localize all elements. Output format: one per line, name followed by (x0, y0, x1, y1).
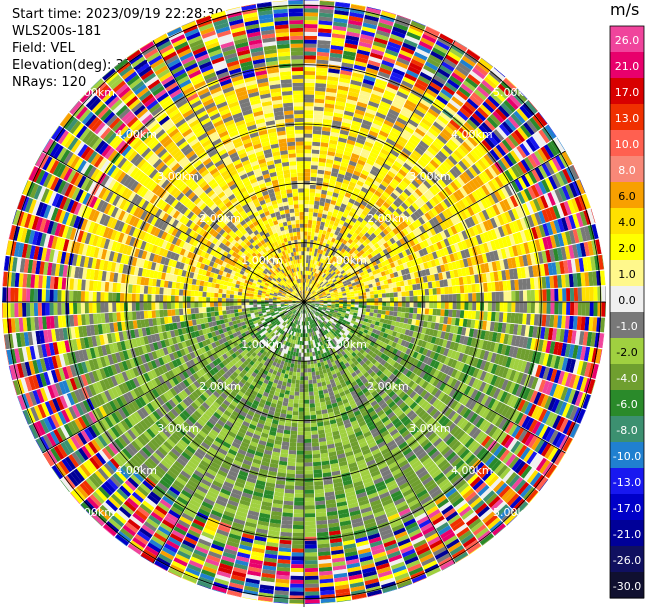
colorbar-swatch (610, 26, 644, 53)
nrays: NRays: 120 (12, 75, 87, 90)
colorbar-tick-label: 13.0 (615, 112, 640, 125)
range-ring-label: 2.00km (367, 380, 409, 393)
range-ring-5 (6, 4, 602, 600)
colorbar-swatch (610, 546, 644, 573)
colorbar-swatch (610, 260, 644, 287)
colorbar-swatch (610, 78, 644, 105)
colorbar-tick-label: -17.0 (613, 502, 641, 515)
range-ring-label: 5.00km (73, 86, 115, 99)
colorbar-swatch (610, 286, 644, 313)
range-ring-label: 1.00km (325, 254, 367, 267)
range-ring-label: 4.00km (451, 128, 493, 141)
range-ring-label: 2.00km (199, 212, 241, 225)
colorbar-swatch (610, 156, 644, 183)
range-ring-3 (125, 123, 483, 481)
range-ring-label: 1.00km (241, 254, 283, 267)
colorbar-tick-label: -10.0 (613, 450, 641, 463)
range-ring-2 (184, 182, 424, 422)
range-ring-1 (244, 242, 364, 362)
velocity-gates (2, 0, 606, 604)
azimuth-spokes (2, 0, 606, 607)
colorbar-swatch (610, 416, 644, 443)
range-ring-label: 3.00km (409, 170, 451, 183)
colorbar-tick-label: 1.0 (618, 268, 636, 281)
colorbar-tick-label: 26.0 (615, 34, 640, 47)
colorbar-tick-label: -4.0 (616, 372, 637, 385)
colorbar-swatch (610, 182, 644, 209)
range-ring-labels: 1.00km 1.00km 1.00km 1.00km 2.00km 2.00km 2.00… (73, 86, 534, 519)
colorbar-tick-label: -30.0 (613, 580, 641, 593)
range-ring-label: 3.00km (409, 422, 451, 435)
field-name: Field: VEL (12, 41, 75, 56)
colorbar-swatch (610, 390, 644, 417)
colorbar-swatch (610, 208, 644, 235)
range-ring-label: 1.00km (241, 338, 283, 351)
colorbar-tick-label: 4.0 (618, 216, 636, 229)
range-ring-label: 1.00km (325, 338, 367, 351)
colorbar-tick-label: 10.0 (615, 138, 640, 151)
colorbar-swatch (610, 468, 644, 495)
range-ring-label: 4.00km (115, 464, 157, 477)
colorbar-swatch (610, 130, 644, 157)
colorbar-tick-label: 21.0 (615, 60, 640, 73)
range-ring-label: 5.00km (493, 506, 535, 519)
colorbar-unit: m/s (610, 0, 640, 19)
colorbar-tick-label: -1.0 (616, 320, 637, 333)
colorbar-tick-label: 2.0 (618, 242, 636, 255)
colorbar-swatch (610, 364, 644, 391)
colorbar-tick-label: 0.0 (618, 294, 636, 307)
range-ring-label: 5.00km (493, 86, 535, 99)
colorbar-swatch (610, 338, 644, 365)
colorbar-swatch (610, 52, 644, 79)
colorbar-tick-label: -2.0 (616, 346, 637, 359)
range-ring-label: 2.00km (367, 212, 409, 225)
range-ring-label: 3.00km (157, 170, 199, 183)
colorbar-swatch (610, 494, 644, 521)
range-ring-label: 2.00km (199, 380, 241, 393)
range-ring-label: 4.00km (451, 464, 493, 477)
colorbar-tick-label: 17.0 (615, 86, 640, 99)
colorbar-tick-label: -8.0 (616, 424, 637, 437)
range-ring-label: 5.00km (73, 506, 115, 519)
colorbar-tick-label: 8.0 (618, 164, 636, 177)
range-ring-label: 3.00km (157, 422, 199, 435)
colorbar: 26.0 21.0 17.0 13.0 10.0 8.0 6.0 4.0 2.0 1.0 0.0 -1… (609, 25, 645, 599)
range-ring-label: 4.00km (115, 128, 157, 141)
start-time: Start time: 2023/09/19 22:28:30 (12, 7, 224, 22)
colorbar-tick-label: -6.0 (616, 398, 637, 411)
range-rings (6, 4, 602, 600)
colorbar-swatch (610, 442, 644, 469)
colorbar-swatch (610, 104, 644, 131)
range-ring-4 (66, 64, 542, 540)
colorbar-tick-label: -21.0 (613, 528, 641, 541)
instrument-id: WLS200s-181 (12, 24, 102, 39)
colorbar-swatch (610, 312, 644, 339)
colorbar-swatch (610, 520, 644, 547)
colorbar-tick-label: -13.0 (613, 476, 641, 489)
colorbar-swatch (610, 572, 644, 599)
colorbar-tick-label: -26.0 (613, 554, 641, 567)
colorbar-tick-label: 6.0 (618, 190, 636, 203)
colorbar-swatch (610, 234, 644, 261)
